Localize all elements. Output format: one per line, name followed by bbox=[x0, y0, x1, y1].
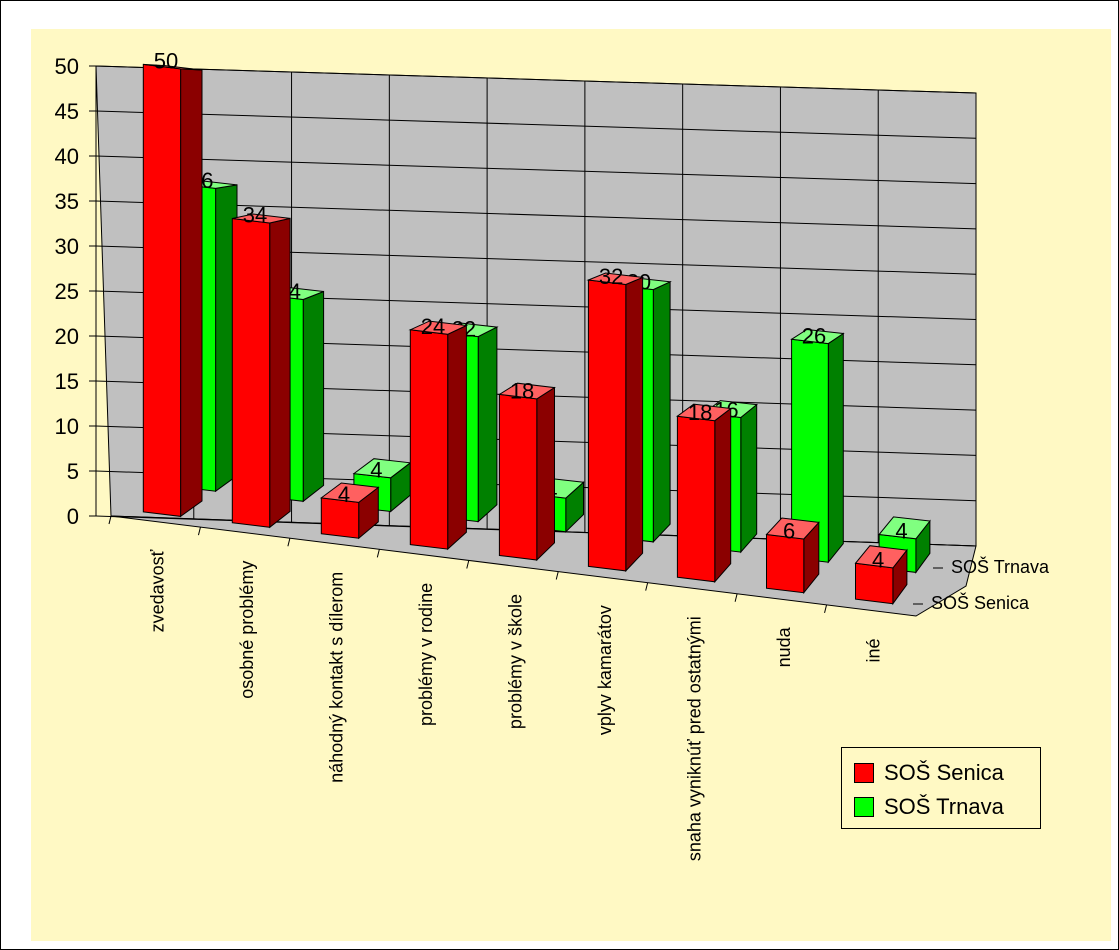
x-tick bbox=[645, 582, 649, 591]
legend-swatch-senica bbox=[854, 763, 874, 783]
gridline-h bbox=[95, 200, 977, 230]
data-label: 4 bbox=[872, 547, 884, 572]
category-label: nuda bbox=[774, 626, 794, 667]
bar-front bbox=[142, 63, 182, 517]
bar-senica-8: 4 bbox=[854, 545, 908, 606]
legend-label-senica: SOŠ Senica bbox=[884, 760, 1004, 785]
x-tick bbox=[466, 560, 470, 569]
y-tick-label: 45 bbox=[55, 99, 79, 124]
data-label: 4 bbox=[895, 518, 907, 543]
x-tick bbox=[287, 538, 291, 547]
bar-top bbox=[497, 382, 556, 400]
y-tick-label: 15 bbox=[55, 369, 79, 394]
category-label: problémy v škole bbox=[506, 594, 526, 729]
bar-side bbox=[269, 217, 291, 529]
legend: SOŠ Senica SOŠ Trnava bbox=[841, 747, 1041, 829]
y-tick-label: 40 bbox=[55, 144, 79, 169]
x-tick bbox=[108, 515, 112, 525]
data-label: 24 bbox=[421, 314, 445, 339]
data-label: 34 bbox=[243, 202, 267, 227]
bar-top bbox=[232, 213, 291, 224]
category-label: vplyv kamarátov bbox=[595, 605, 615, 735]
bar-top bbox=[676, 403, 732, 422]
y-tick-label: 50 bbox=[55, 54, 79, 79]
bar-top bbox=[790, 328, 845, 345]
bar-top bbox=[319, 482, 380, 503]
bar-front bbox=[409, 329, 449, 550]
bar-top bbox=[586, 272, 645, 286]
data-label: 32 bbox=[599, 264, 623, 289]
bar-side bbox=[180, 68, 203, 518]
gridline-h bbox=[95, 155, 977, 185]
bar-side bbox=[714, 407, 732, 584]
category-label: problémy v rodine bbox=[416, 583, 436, 726]
legend-label-trnava: SOŠ Trnava bbox=[884, 794, 1004, 819]
x-tick bbox=[376, 549, 380, 558]
data-label: 50 bbox=[154, 48, 178, 73]
bar-front bbox=[676, 415, 716, 583]
bar-senica-7: 6 bbox=[765, 517, 820, 595]
data-label: 4 bbox=[338, 482, 350, 507]
category-label: náhodný kontakt s dílerom bbox=[327, 572, 347, 783]
bar-side bbox=[625, 276, 644, 573]
category-label: osobné problémy bbox=[237, 561, 257, 699]
x-tick bbox=[734, 593, 738, 602]
bar-senica-0: 50 bbox=[142, 48, 203, 518]
y-tick-label: 25 bbox=[55, 279, 79, 304]
bar-top bbox=[143, 63, 203, 71]
x-tick bbox=[197, 526, 201, 536]
depth-label: SOŠ Trnava bbox=[951, 556, 1050, 577]
bar-senica-6: 18 bbox=[676, 400, 732, 584]
legend-swatch-trnava bbox=[854, 797, 874, 817]
bar-top bbox=[765, 517, 820, 540]
bar-side bbox=[827, 332, 844, 564]
x-tick bbox=[824, 604, 828, 614]
y-tick-label: 10 bbox=[55, 414, 79, 439]
y-tick-label: 5 bbox=[67, 459, 79, 484]
data-label: 18 bbox=[688, 400, 712, 425]
bar-senica-2: 4 bbox=[319, 482, 380, 540]
bar-front bbox=[587, 279, 627, 572]
gridline-h bbox=[95, 65, 977, 94]
data-label: 4 bbox=[370, 458, 382, 483]
bar-front bbox=[231, 217, 271, 528]
bar-trnava-7: 26 bbox=[790, 323, 845, 564]
bar-side bbox=[536, 386, 555, 562]
y-tick-label: 0 bbox=[67, 504, 79, 529]
bar-side bbox=[652, 281, 671, 544]
bar-side bbox=[740, 403, 758, 554]
bar-side bbox=[447, 324, 467, 551]
y-tick-label: 20 bbox=[55, 324, 79, 349]
data-label: 26 bbox=[802, 323, 826, 348]
y-tick-label: 35 bbox=[55, 189, 79, 214]
legend-item-senica: SOŠ Senica bbox=[854, 758, 1004, 788]
bar-senica-1: 34 bbox=[231, 202, 291, 529]
y-tick-label: 30 bbox=[55, 234, 79, 259]
category-label: snaha vyniknúť pred ostatnými bbox=[684, 616, 704, 861]
data-label: 18 bbox=[510, 378, 534, 403]
category-label: zvedavosť bbox=[148, 549, 168, 632]
bar-senica-4: 18 bbox=[497, 378, 556, 562]
bar-top bbox=[408, 320, 469, 335]
x-tick bbox=[555, 571, 559, 580]
bar-front bbox=[498, 393, 538, 561]
gridline-h bbox=[95, 110, 977, 139]
category-label: iné bbox=[863, 638, 883, 662]
bar-top bbox=[878, 516, 931, 540]
bar-side bbox=[477, 326, 498, 523]
depth-label: SOŠ Senica bbox=[931, 592, 1030, 613]
bar-senica-3: 24 bbox=[408, 314, 469, 551]
data-label: 6 bbox=[783, 518, 795, 543]
bar-top bbox=[854, 545, 908, 569]
legend-item-trnava: SOŠ Trnava bbox=[854, 792, 1004, 822]
bar-side bbox=[302, 290, 325, 503]
bar-senica-5: 32 bbox=[586, 264, 645, 573]
